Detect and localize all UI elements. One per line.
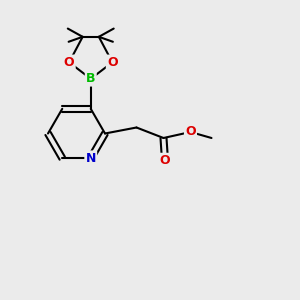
Text: O: O xyxy=(107,56,118,69)
Text: N: N xyxy=(85,152,96,165)
Text: B: B xyxy=(86,72,95,85)
Text: O: O xyxy=(64,56,74,69)
Text: O: O xyxy=(160,154,170,167)
Text: O: O xyxy=(185,125,196,139)
